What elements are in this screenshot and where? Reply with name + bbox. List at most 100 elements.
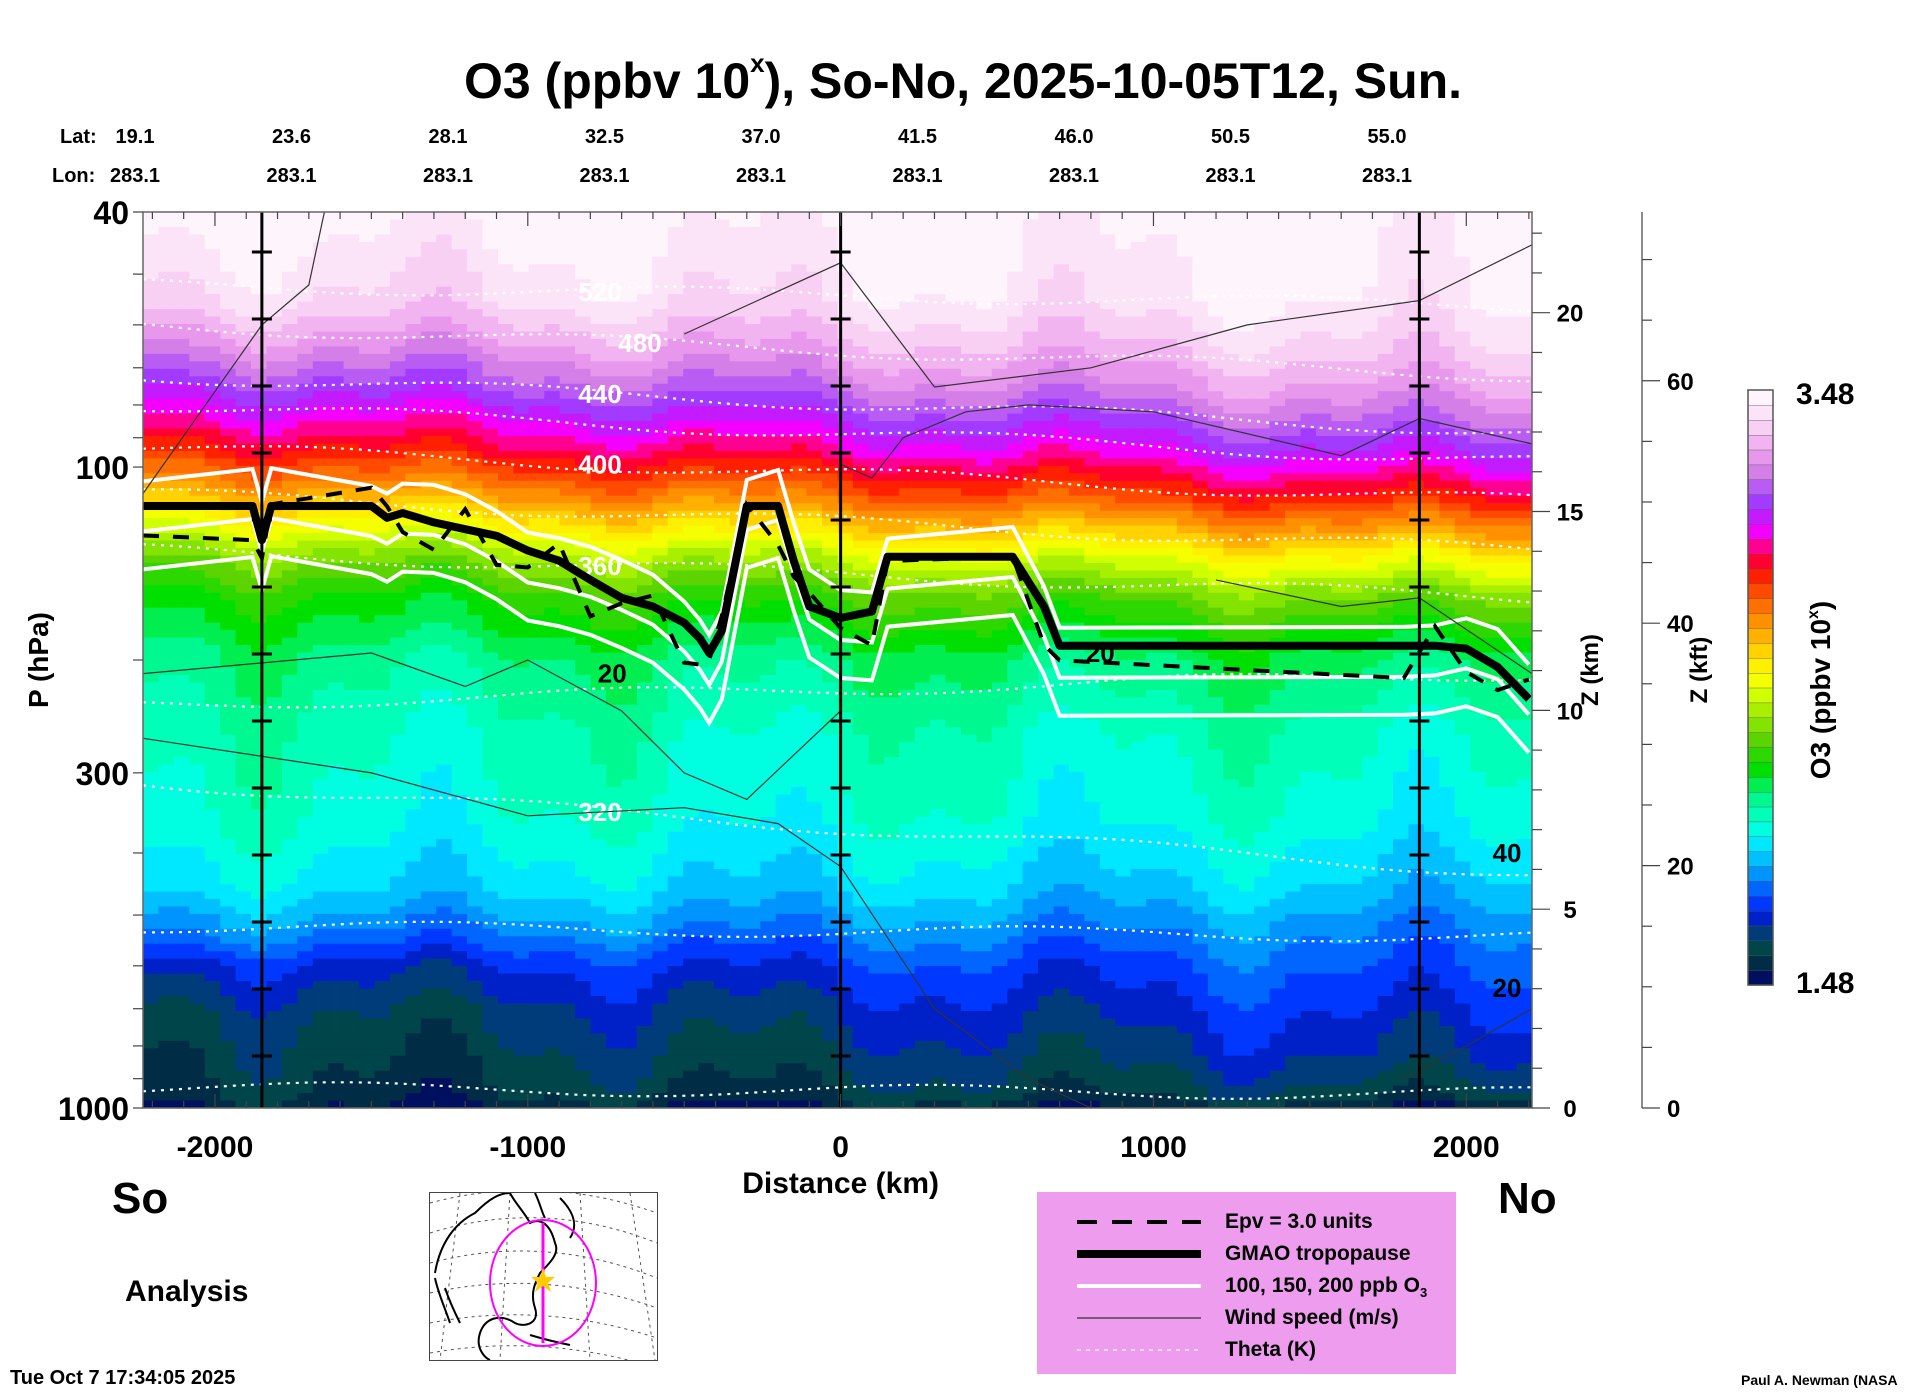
ozone-cell — [652, 898, 669, 908]
ozone-cell — [405, 928, 422, 938]
ozone-cell — [389, 316, 407, 325]
ozone-cell — [220, 533, 237, 542]
ozone-cell — [235, 458, 252, 467]
ozone-cell — [189, 1010, 206, 1020]
ozone-cell — [328, 234, 345, 243]
ozone-cell — [189, 1040, 206, 1050]
ozone-cell — [698, 1055, 715, 1064]
ozone-cell — [235, 712, 252, 721]
ozone-cell — [173, 816, 191, 826]
ozone-cell — [528, 846, 545, 855]
ozone-cell — [359, 615, 376, 624]
ozone-cell — [652, 943, 669, 952]
ozone-cell — [575, 219, 592, 228]
ozone-cell — [389, 637, 407, 646]
ozone-cell — [251, 279, 268, 288]
ozone-cell — [683, 824, 700, 833]
ozone-cell — [189, 592, 206, 602]
ozone-cell — [143, 831, 160, 840]
ozone-cell — [343, 801, 360, 811]
ozone-cell — [729, 884, 746, 893]
ozone-cell — [482, 286, 499, 295]
ozone-cell — [667, 988, 684, 997]
ozone-cell — [143, 465, 160, 475]
ozone-cell — [559, 846, 576, 855]
ozone-cell — [621, 854, 638, 863]
ozone-cell — [698, 555, 715, 564]
ozone-cell — [652, 928, 669, 938]
ozone-cell — [528, 704, 545, 714]
ozone-cell — [467, 1018, 484, 1027]
ozone-cell — [420, 719, 437, 728]
ozone-cell — [667, 346, 684, 355]
ozone-cell — [606, 540, 623, 549]
ozone-cell — [173, 256, 191, 266]
ozone-cell — [559, 772, 576, 781]
ozone-cell — [343, 1025, 360, 1035]
ozone-cell — [575, 555, 592, 564]
ozone-cell — [374, 719, 391, 728]
ozone-cell — [266, 637, 283, 646]
ozone-cell — [636, 757, 654, 766]
ozone-cell — [405, 921, 422, 930]
ozone-cell — [420, 615, 437, 624]
ozone-cell — [281, 271, 299, 280]
ozone-cell — [451, 697, 468, 706]
ozone-cell — [158, 1085, 175, 1094]
ozone-cell — [389, 436, 407, 445]
ozone-cell — [467, 1025, 484, 1035]
ozone-cell — [405, 1063, 422, 1072]
ozone-cell — [220, 764, 237, 773]
ozone-cell — [235, 600, 252, 609]
ozone-cell — [420, 226, 437, 236]
ozone-cell — [683, 1070, 700, 1079]
ozone-cell — [359, 510, 376, 519]
ozone-cell — [606, 660, 623, 669]
ozone-cell — [451, 1040, 468, 1050]
ozone-cell — [220, 398, 237, 407]
ozone-cell — [667, 921, 684, 930]
ozone-cell — [235, 256, 252, 266]
ozone-cell — [636, 264, 654, 273]
ozone-cell — [436, 645, 453, 654]
ozone-cell — [204, 712, 221, 721]
ozone-cell — [667, 884, 684, 893]
ozone-cell — [420, 996, 437, 1005]
ozone-cell — [405, 981, 422, 990]
ozone-cell — [451, 346, 468, 355]
ozone-cell — [528, 973, 545, 982]
ozone-cell — [143, 510, 160, 519]
ozone-cell — [266, 1100, 283, 1108]
ozone-cell — [451, 660, 468, 669]
ozone-cell — [590, 503, 607, 512]
ozone-cell — [405, 391, 422, 400]
ozone-cell — [621, 324, 638, 333]
ozone-cell — [204, 674, 221, 684]
ozone-cell — [143, 421, 160, 430]
ozone-cell — [359, 742, 376, 751]
ozone-cell — [189, 674, 206, 684]
ozone-cell — [158, 398, 175, 407]
ozone-cell — [544, 1070, 561, 1079]
ozone-cell — [189, 495, 206, 504]
ozone-cell — [173, 734, 191, 743]
ozone-cell — [775, 458, 792, 467]
ozone-cell — [714, 816, 731, 826]
ozone-cell — [467, 913, 484, 923]
ozone-cell — [559, 928, 576, 938]
ozone-cell — [714, 562, 731, 572]
ozone-cell — [312, 891, 329, 900]
ozone-cell — [204, 450, 221, 460]
ozone-cell — [714, 921, 731, 930]
ozone-cell — [451, 704, 468, 714]
ozone-cell — [575, 951, 592, 960]
ozone-cell — [760, 368, 777, 378]
ozone-cell — [683, 809, 700, 818]
ozone-cell — [482, 727, 499, 736]
ozone-cell — [374, 361, 391, 370]
ozone-cell — [528, 966, 545, 975]
ozone-cell — [266, 943, 283, 952]
ozone-cell — [143, 443, 160, 452]
ozone-cell — [405, 1055, 422, 1064]
ozone-cell — [559, 876, 576, 885]
